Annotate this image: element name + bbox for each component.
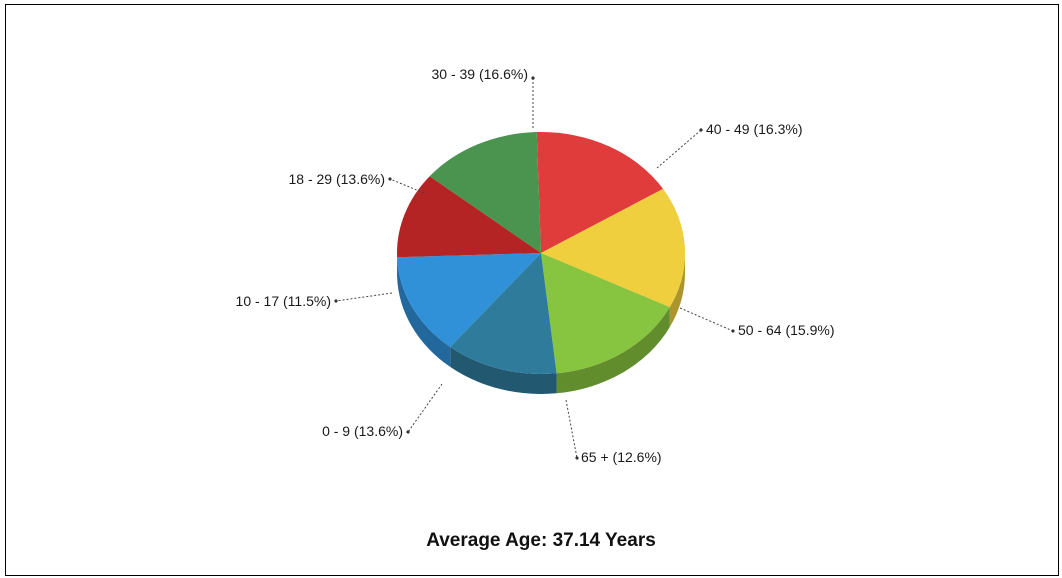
pie-side-50-64 [556, 307, 670, 394]
leader-line-10-17 [334, 292, 393, 303]
leader-line-18-29 [388, 177, 425, 194]
leader-line-50-64 [679, 307, 735, 333]
pie-side-0-9 [397, 257, 451, 367]
chart-title: Average Age: 37.14 Years [426, 530, 656, 551]
leader-line-65 [565, 399, 579, 460]
pie-leaders [334, 76, 735, 460]
slice-label-0-9: 0 - 9 (13.6%) [322, 423, 403, 439]
pie-side-40-49 [669, 253, 685, 328]
pie-side-65 [450, 346, 557, 394]
leader-line-0-9 [406, 383, 443, 434]
pie-top [397, 132, 685, 374]
pie-slice-10-17 [397, 176, 541, 258]
pie-slice-50-64 [541, 253, 670, 374]
slice-label-18-29: 18 - 29 (13.6%) [289, 171, 386, 187]
pie-labels: 30 - 39 (16.6%) 40 - 49 (16.3%) 50 - 64 (1… [236, 66, 835, 465]
slice-label-10-17: 10 - 17 (11.5%) [236, 293, 331, 309]
pie-slice-18-29 [429, 132, 541, 253]
pie-sides [397, 253, 685, 394]
slice-label-50-64: 50 - 64 (15.9%) [738, 322, 835, 338]
pie-slice-0-9 [397, 253, 541, 347]
slice-label-65: 65 + (12.6%) [581, 449, 662, 465]
slice-label-40-49: 40 - 49 (16.3%) [706, 121, 803, 137]
pie-slice-30-39 [536, 132, 664, 253]
slice-label-30-39: 30 - 39 (16.6%) [432, 66, 529, 82]
pie-slice-65 [450, 253, 557, 374]
pie-slice-40-49 [541, 188, 685, 308]
leader-line-40-49 [656, 128, 703, 169]
